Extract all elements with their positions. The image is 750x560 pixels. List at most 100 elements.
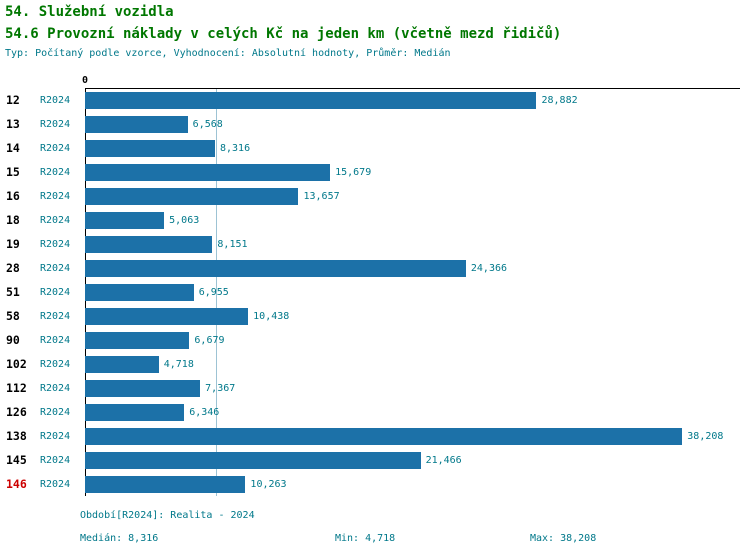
bar-value-label: 6,679 [194, 334, 225, 346]
chart-row: 58 R2024 10,438 [0, 304, 750, 328]
chart-row: 90 R2024 6,679 [0, 328, 750, 352]
chart-row: 145 R2024 21,466 [0, 448, 750, 472]
row-period-label: R2024 [40, 430, 71, 442]
chart-row: 102 R2024 4,718 [0, 352, 750, 376]
row-id-label: 19 [6, 237, 20, 251]
row-period-label: R2024 [40, 94, 71, 106]
bar-value-label: 13,657 [303, 190, 340, 202]
value-bar [85, 331, 190, 349]
bar-value-label: 4,718 [163, 358, 194, 370]
chart-row: 14 R2024 8,316 [0, 136, 750, 160]
row-plot: 15,679 [85, 160, 740, 184]
value-bar [85, 379, 201, 397]
chart-row: 19 R2024 8,151 [0, 232, 750, 256]
footer-max: Max: 38,208 [530, 533, 597, 544]
row-plot: 13,657 [85, 184, 740, 208]
bar-value-label: 8,151 [217, 238, 248, 250]
value-bar [85, 355, 159, 373]
row-period-label: R2024 [40, 166, 71, 178]
chart-row: 112 R2024 7,367 [0, 376, 750, 400]
bar-value-label: 10,438 [253, 310, 290, 322]
row-period-label: R2024 [40, 286, 71, 298]
row-id-label: 13 [6, 117, 20, 131]
axis-origin-label: 0 [82, 75, 89, 86]
value-bar [85, 259, 466, 277]
bar-value-label: 6,568 [192, 118, 223, 130]
chart-title: 54.6 Provozní náklady v celých Kč na jed… [5, 26, 562, 42]
axis-header: 0 [0, 70, 750, 88]
bar-value-label: 28,882 [541, 94, 578, 106]
row-period-label: R2024 [40, 238, 71, 250]
row-id-label: 58 [6, 309, 20, 323]
row-period-label: R2024 [40, 454, 71, 466]
row-id-label: 15 [6, 165, 20, 179]
row-id-label: 14 [6, 141, 20, 155]
bar-value-label: 6,955 [198, 286, 229, 298]
row-plot: 5,063 [85, 208, 740, 232]
value-bar [85, 403, 185, 421]
chart-row: 138 R2024 38,208 [0, 424, 750, 448]
row-period-label: R2024 [40, 478, 71, 490]
row-plot: 6,346 [85, 400, 740, 424]
bar-value-label: 5,063 [169, 214, 200, 226]
chart-row: 12 R2024 28,882 [0, 88, 750, 112]
row-period-label: R2024 [40, 382, 71, 394]
value-bar [85, 427, 683, 445]
value-bar [85, 235, 213, 253]
chart-footer: Období[R2024]: Realita - 2024 Medián: 8,… [80, 510, 750, 544]
bar-value-label: 21,466 [425, 454, 462, 466]
value-bar [85, 187, 299, 205]
row-id-label: 126 [6, 405, 27, 419]
row-id-label: 18 [6, 213, 20, 227]
bar-value-label: 24,366 [470, 262, 508, 274]
row-id-label: 112 [6, 381, 27, 395]
row-id-label: 90 [6, 333, 20, 347]
row-period-label: R2024 [40, 262, 71, 274]
row-plot: 24,366 [85, 256, 740, 280]
row-plot: 8,151 [85, 232, 740, 256]
bar-value-label: 15,679 [335, 166, 372, 178]
row-plot: 6,679 [85, 328, 740, 352]
row-plot: 6,568 [85, 112, 740, 136]
row-plot: 4,718 [85, 352, 740, 376]
value-bar [85, 451, 421, 469]
row-id-label: 12 [6, 93, 20, 107]
row-period-label: R2024 [40, 214, 71, 226]
row-period-label: R2024 [40, 310, 71, 322]
row-id-label: 145 [6, 453, 27, 467]
row-id-label: 102 [6, 357, 27, 371]
row-period-label: R2024 [40, 190, 71, 202]
chart-row: 146 R2024 10,263 [0, 472, 750, 496]
row-plot: 7,367 [85, 376, 740, 400]
row-plot: 21,466 [85, 448, 740, 472]
row-period-label: R2024 [40, 358, 71, 370]
value-bar [85, 91, 537, 109]
row-id-label: 146 [6, 477, 27, 491]
chart-row: 51 R2024 6,955 [0, 280, 750, 304]
median-gridline [215, 89, 217, 496]
row-plot: 8,316 [85, 136, 740, 160]
chart-row: 18 R2024 5,063 [0, 208, 750, 232]
value-bar [85, 283, 194, 301]
row-period-label: R2024 [40, 118, 71, 130]
chart-row: 16 R2024 13,657 [0, 184, 750, 208]
bar-value-label: 38,208 [687, 430, 724, 442]
row-period-label: R2024 [40, 406, 71, 418]
chart-meta-line: Typ: Počítaný podle vzorce, Vyhodnocení:… [5, 48, 451, 59]
footer-min: Min: 4,718 [335, 533, 396, 544]
value-bar [85, 139, 215, 157]
bar-chart: 12 R2024 28,882 13 R2024 6,568 14 R2024 8,316 15 R… [0, 88, 750, 496]
row-id-label: 51 [6, 285, 20, 299]
chart-row: 126 R2024 6,346 [0, 400, 750, 424]
row-period-label: R2024 [40, 142, 71, 154]
footer-period-line: Období[R2024]: Realita - 2024 [80, 510, 255, 521]
row-id-label: 16 [6, 189, 20, 203]
row-plot: 38,208 [85, 424, 740, 448]
row-plot: 28,882 [85, 88, 740, 112]
bar-value-label: 10,263 [250, 478, 287, 490]
row-plot: 10,438 [85, 304, 740, 328]
footer-stats: Medián: 8,316 Min: 4,718 Max: 38,208 [80, 533, 750, 544]
value-bar [85, 475, 246, 493]
chart-rows: 12 R2024 28,882 13 R2024 6,568 14 R2024 8,316 15 R… [0, 88, 750, 496]
